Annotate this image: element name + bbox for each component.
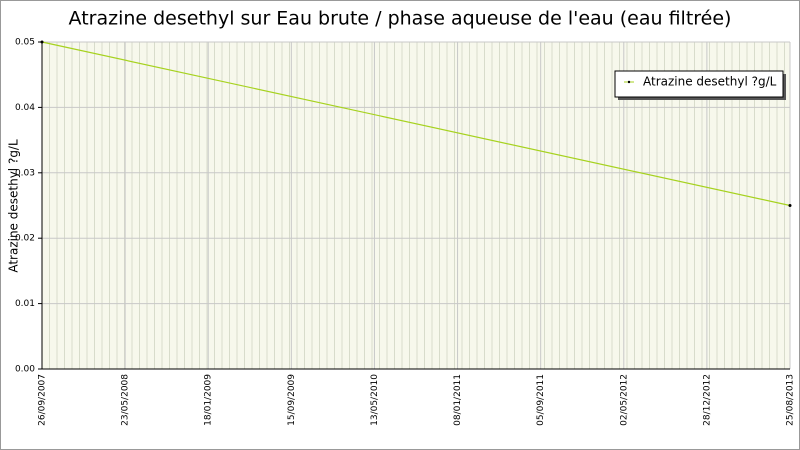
x-tick-label: 15/09/2009 [287,374,297,426]
minor-grid [41,42,785,369]
x-tick-label: 02/05/2012 [619,374,629,426]
x-tick-label: 28/12/2012 [702,374,712,426]
legend-box [614,70,784,98]
x-tick-label: 13/05/2010 [370,374,380,426]
series-line [41,41,791,207]
legend-marker [627,80,631,84]
x-tick-label: 26/09/2007 [38,374,48,426]
y-tick-label: 0.05 [15,38,35,48]
point [40,40,44,44]
y-axis-label: Atrazine desethyl ?g/L [7,139,21,273]
y-tick-label: 0.03 [15,168,35,178]
point [788,204,792,207]
y-tick-label: 0.02 [15,234,35,244]
legend-label: Atrazine desethyl ?g/L [643,75,777,89]
x-tick-label: 25/08/2013 [786,374,796,426]
x-tick-label: 18/01/2009 [204,374,214,426]
y-tick-label: 0.00 [15,365,35,375]
x-tick-label: 05/09/2011 [536,374,546,426]
x-tick-label: 08/01/2011 [453,374,463,426]
chart-title: Atrazine desethyl sur Eau brute / phase … [69,8,732,30]
x-tick-label: 23/05/2008 [121,374,131,426]
y-tick-label: 0.01 [15,299,35,309]
y-tick-label: 0.04 [15,103,35,113]
